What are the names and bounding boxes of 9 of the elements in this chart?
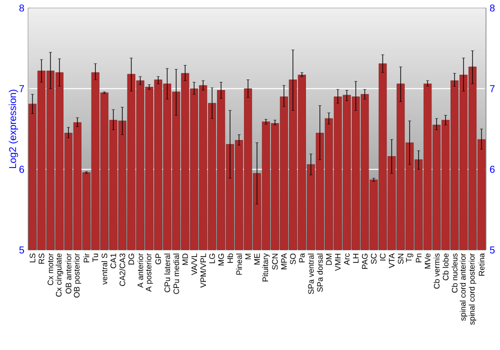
y-tick-label: 5 xyxy=(19,246,24,254)
y2-tick-label: 6 xyxy=(490,166,495,173)
y-tick-label: 7 xyxy=(19,85,24,92)
y2-tick-label: 8 xyxy=(490,4,495,12)
y-tick-label: 8 xyxy=(19,4,24,12)
y-tick-label: 6 xyxy=(19,166,24,173)
y2-tick-label: 5 xyxy=(490,246,495,254)
y2-tick-label: 7 xyxy=(490,85,495,92)
y-axis-title: Log2 (expression) xyxy=(8,90,18,168)
